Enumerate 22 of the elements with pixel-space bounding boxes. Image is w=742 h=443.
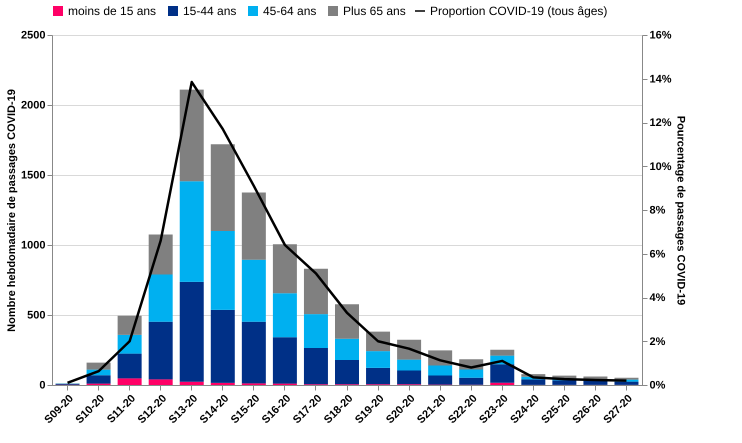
- y-tick-label: 1000: [21, 240, 46, 252]
- y2-tick-label: 4%: [650, 292, 666, 304]
- y2-tick-label: 16%: [650, 30, 672, 42]
- legend-label: moins de 15 ans: [68, 4, 156, 18]
- y2-tick-label: 8%: [650, 204, 666, 216]
- y2-tick-label: 0%: [650, 380, 666, 392]
- legend-label: Plus 65 ans: [343, 4, 406, 18]
- y2-tick-label: 10%: [650, 160, 672, 173]
- y-axis-title: Nombre hebdomadaire de passages COVID-19: [6, 89, 18, 332]
- y2-tick-label: 6%: [650, 248, 666, 260]
- y-tick-label: 2000: [21, 100, 46, 112]
- y-tick-label: 0: [39, 380, 46, 392]
- y2-tick-label: 12%: [650, 117, 672, 129]
- y2-tick-label: 2%: [650, 336, 666, 348]
- y-tick-label: 500: [27, 310, 46, 322]
- legend-label: 15-44 ans: [183, 4, 236, 18]
- y-tick-label: 1500: [21, 170, 46, 182]
- y2-tick-label: 14%: [650, 73, 672, 86]
- legend-label: 45-64 ans: [263, 4, 316, 18]
- y-tick-label: 2500: [21, 30, 46, 42]
- y2-axis-title: Pourcentage de passages COVID-19: [674, 116, 687, 306]
- legend-label: Proportion COVID-19 (tous âges): [430, 4, 608, 18]
